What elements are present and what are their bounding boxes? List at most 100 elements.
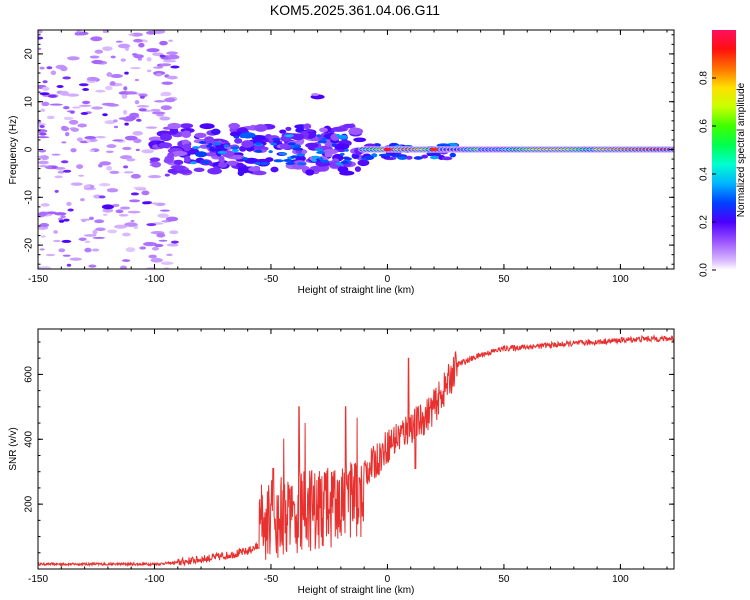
heatmap-cell (41, 101, 50, 107)
heatmap-cell (322, 148, 338, 155)
heatmap-cell (164, 97, 176, 103)
heatmap-cell (237, 169, 245, 177)
heatmap-cell (106, 72, 113, 77)
heatmap-cell (210, 128, 221, 135)
heatmap-cell (109, 170, 120, 175)
heatmap-cell (70, 127, 80, 132)
heatmap-cell (107, 229, 118, 234)
heatmap-cell (106, 188, 119, 193)
heatmap-cell (162, 59, 177, 63)
snr-xlabel: Height of straight line (km) (298, 585, 415, 596)
x-tick-label: -150 (28, 274, 48, 285)
heatmap-cell (340, 160, 349, 164)
heatmap-cell (429, 152, 442, 157)
heatmap-cell (134, 78, 139, 82)
heatmap-cell (225, 160, 240, 166)
heatmap-cell (159, 116, 171, 121)
heatmap-cell (132, 130, 143, 136)
heatmap-cell (130, 173, 141, 179)
heatmap-cell (38, 149, 47, 153)
heatmap-cell (353, 137, 367, 143)
heatmap-cell (204, 152, 218, 157)
heatmap-cell (254, 149, 263, 153)
heatmap-cell (50, 70, 57, 76)
heatmap-cell (123, 171, 134, 174)
heatmap-cell (38, 123, 47, 126)
heatmap-cell (199, 123, 215, 130)
heatmap-cell (102, 208, 114, 213)
heatmap-cell (311, 158, 318, 162)
heatmap-cell (254, 124, 268, 132)
heatmap-cell (68, 119, 79, 125)
heatmap-cell (151, 161, 162, 168)
heatmap-cell (143, 39, 148, 43)
heatmap-cell (84, 240, 91, 244)
heatmap-cell (229, 131, 243, 137)
heatmap-cell (78, 174, 85, 177)
heatmap-cell (38, 211, 48, 216)
colorbar-tick-label: 0.6 (699, 119, 710, 133)
colorbar-tick-label: 0.8 (699, 71, 710, 85)
heatmap-cell (88, 264, 97, 268)
heatmap-cell (159, 209, 171, 212)
heatmap-cell (194, 132, 207, 139)
heatmap-cell (92, 229, 98, 235)
heatmap-cell (104, 120, 116, 125)
heatmap-cell (251, 134, 268, 141)
heatmap-cell (76, 30, 81, 33)
heatmap-cell (153, 66, 164, 69)
x-tick-label: 0 (385, 274, 391, 285)
heatmap-cell (230, 146, 240, 150)
heatmap-cell (125, 247, 136, 253)
spectrogram-ylabel: Frequency (Hz) (8, 116, 19, 185)
heatmap-cell (123, 118, 134, 122)
heatmap-cell (84, 184, 91, 189)
heatmap-cell (673, 148, 674, 151)
x-tick-label: -150 (28, 574, 48, 585)
heatmap-cell (120, 58, 126, 62)
heatmap-cell (157, 213, 169, 218)
y-tick-label: -10 (24, 190, 35, 205)
x-tick-label: 50 (498, 574, 510, 585)
heatmap-cell (133, 186, 146, 189)
heatmap-cell (318, 157, 324, 161)
heatmap-cell (38, 36, 44, 40)
heatmap-cell (38, 136, 50, 139)
heatmap-cell (303, 123, 312, 130)
heatmap-cell (241, 157, 249, 161)
heatmap-cell (94, 219, 105, 224)
heatmap-cell (63, 106, 70, 110)
heatmap-cell (139, 246, 147, 250)
heatmap-cell (195, 151, 208, 158)
heatmap-cell (38, 30, 43, 34)
heatmap-cell (99, 161, 112, 166)
heatmap-cell (130, 192, 139, 196)
heatmap-cell (378, 153, 392, 157)
colorbar-label: Normalized spectral amplitude (736, 82, 747, 217)
heatmap-cell (165, 216, 179, 222)
heatmap-cell (231, 149, 240, 153)
heatmap-cell (314, 148, 324, 152)
heatmap-cell (54, 189, 59, 193)
heatmap-cell (296, 162, 307, 166)
heatmap-cell (86, 138, 91, 143)
heatmap-cell (181, 130, 192, 138)
heatmap-cell (70, 182, 83, 186)
heatmap-cell (171, 150, 188, 157)
colorbar-tick-label: 0.0 (699, 263, 710, 277)
heatmap-cell (59, 90, 70, 96)
heatmap-cell (61, 126, 70, 132)
heatmap-cell (70, 148, 77, 153)
heatmap-cell (158, 142, 173, 149)
heatmap-cells (38, 30, 674, 269)
heatmap-cell (124, 135, 138, 141)
heatmap-cell (270, 142, 278, 146)
heatmap-cell (123, 165, 129, 169)
heatmap-cell (190, 161, 197, 165)
heatmap-cell (236, 162, 244, 168)
heatmap-cell (283, 159, 293, 162)
heatmap-cell (167, 122, 182, 130)
heatmap-cell (66, 263, 72, 267)
heatmap-cell (296, 153, 306, 157)
